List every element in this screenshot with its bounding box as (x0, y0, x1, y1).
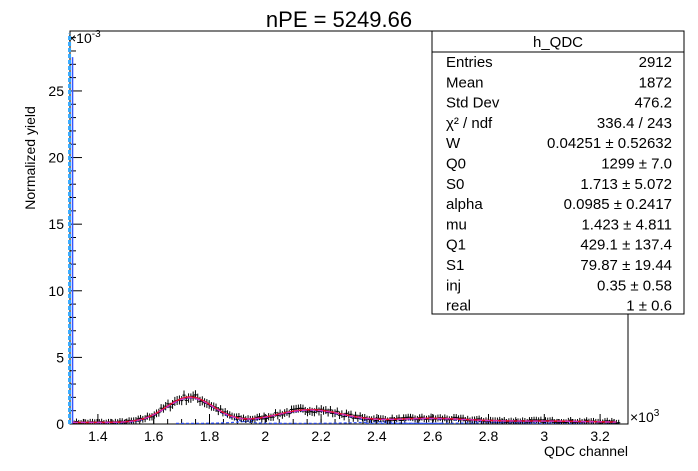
stats-rows: Entries 2912 Mean 1872 Std Dev 476.2 χ² / ndf 3… (446, 54, 672, 315)
y-tick-label: 15 (48, 216, 64, 232)
stats-row-label: W (446, 135, 461, 152)
stats-box: h_QDC Entries 2912 Mean 1872 Std Dev 476.2 χ² … (431, 30, 685, 315)
stats-row-label: real (446, 298, 471, 315)
stats-row-label: Q0 (446, 156, 466, 173)
y-axis-title: Normalized yield (22, 106, 38, 209)
x-tick-label: 1.6 (144, 428, 164, 444)
x-tick-label: 2.2 (311, 428, 331, 444)
x-tick-label: 2.4 (367, 428, 387, 444)
y-tick-label: 0 (56, 416, 64, 432)
stats-row-value: 1872 (639, 74, 672, 91)
stats-row-label: χ² / ndf (446, 115, 493, 132)
stats-row-value: 0.35 ± 0.58 (597, 277, 672, 294)
component-curve (273, 418, 585, 424)
stats-row-label: S0 (446, 176, 464, 193)
stats-row-value: 2912 (639, 54, 672, 71)
axis-ticks: 1.4 1.6 1.8 2 2.2 2.4 2.6 2.8 3 3.2 0 5 10 15 20 25 (48, 37, 629, 444)
x-tick-label: 3.2 (590, 428, 610, 444)
x-tick-label: 2.8 (479, 428, 499, 444)
stats-row-value: 429.1 ± 137.4 (580, 237, 672, 254)
x-axis-title: QDC channel (544, 443, 628, 459)
stats-row-value: 1.713 ± 5.072 (580, 176, 672, 193)
stats-row-label: Entries (446, 54, 493, 71)
stats-row-value: 0.04251 ± 0.52632 (547, 135, 672, 152)
stats-box-name: h_QDC (533, 34, 583, 51)
stats-row-value: 476.2 (634, 95, 672, 112)
x-tick-label: 1.4 (88, 428, 108, 444)
stats-row-label: inj (446, 277, 461, 294)
stats-row-value: 336.4 / 243 (597, 115, 672, 132)
fit-overlay-curve (72, 397, 617, 423)
stats-row-label: alpha (446, 196, 483, 213)
stats-row-label: mu (446, 216, 467, 233)
y-tick-label: 25 (48, 83, 64, 99)
stats-row-value: 0.0985 ± 0.2417 (564, 196, 672, 213)
x-tick-label: 1.8 (200, 428, 220, 444)
stats-row-value: 79.87 ± 19.44 (580, 257, 672, 274)
stats-row-value: 1299 ± 7.0 (601, 156, 672, 173)
chart-marks (68, 33, 621, 424)
x-tick-label: 2.6 (423, 428, 443, 444)
stats-row-value: 1 ± 0.6 (626, 298, 672, 315)
stats-row-value: 1.423 ± 4.811 (581, 216, 672, 233)
stats-row-label: S1 (446, 257, 464, 274)
y-tick-label: 10 (48, 283, 64, 299)
y-tick-label: 5 (56, 349, 64, 365)
stats-row-label: Q1 (446, 237, 466, 254)
x-tick-label: 2 (261, 428, 269, 444)
x-tick-label: 3 (540, 428, 548, 444)
stats-row-label: Std Dev (446, 95, 500, 112)
chart-title: nPE = 5249.66 (266, 7, 412, 32)
x-axis-multiplier: ×103 (630, 408, 660, 425)
y-tick-label: 20 (48, 150, 64, 166)
stats-box-frame (431, 30, 685, 315)
stats-row-label: Mean (446, 74, 484, 91)
